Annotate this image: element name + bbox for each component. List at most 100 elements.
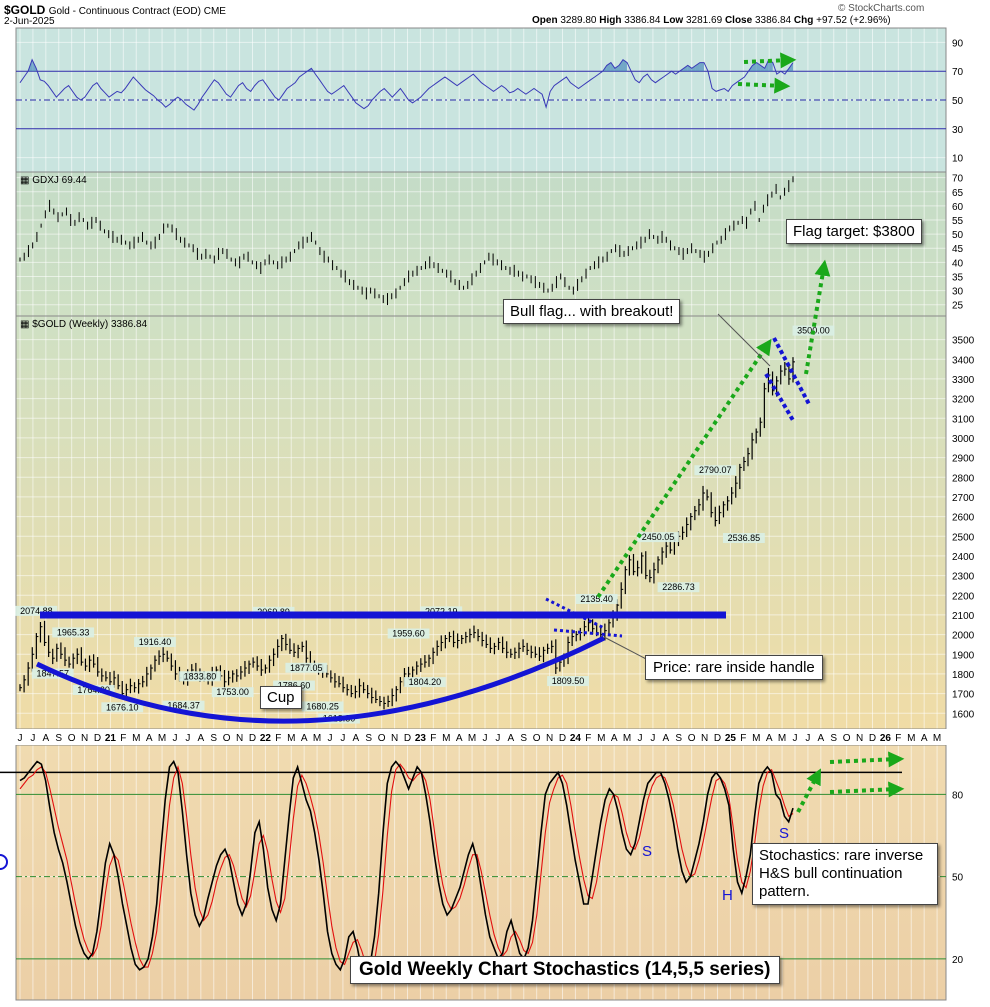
price-data-label: 1804.20 — [409, 677, 442, 687]
price-label-bg — [694, 465, 737, 476]
y-tick-label: 2500 — [952, 532, 975, 543]
x-tick-label: A — [42, 733, 49, 744]
rsi-overbought-shade — [687, 65, 692, 72]
y-tick-label: 2900 — [952, 454, 975, 465]
x-tick-label: S — [55, 733, 62, 744]
y-tick-label: 65 — [952, 188, 964, 199]
x-tick-label: S — [830, 733, 837, 744]
ratio-legend: ▦ GDXJ 69.44 — [20, 175, 87, 186]
close-label: Close — [724, 15, 753, 26]
price-label-bg — [273, 680, 315, 691]
x-tick-label: N — [391, 733, 398, 744]
x-tick-label: D — [94, 733, 101, 744]
price-data-label: 1680.25 — [306, 701, 339, 711]
x-tick-label: A — [197, 733, 204, 744]
price-data-label: 2536.85 — [728, 533, 761, 543]
y-tick-label: 2200 — [952, 591, 975, 602]
price-data-label: 1676.10 — [106, 702, 139, 712]
rsi-overbought-shade — [756, 62, 761, 72]
y-tick-label: 60 — [952, 202, 964, 213]
price-data-label: 1965.33 — [57, 627, 90, 637]
price-label-bg — [52, 627, 95, 638]
x-tick-label: D — [249, 733, 256, 744]
x-tick-label: M — [752, 733, 760, 744]
cup-curve — [35, 635, 606, 724]
rsi-overbought-shade — [752, 62, 757, 72]
y-tick-label: 2600 — [952, 513, 975, 524]
chart-symbol: $GOLD Gold - Continuous Contract (EOD) C… — [4, 3, 226, 17]
x-tick-label: M — [933, 733, 941, 744]
x-tick-label: N — [856, 733, 863, 744]
price-label-bg — [387, 628, 430, 639]
stoch-arrow-upper — [829, 751, 905, 768]
y-tick-label: 70 — [952, 67, 964, 78]
x-tick-label: M — [442, 733, 450, 744]
ratio-panel-bg — [16, 172, 946, 316]
y-tick-label: 90 — [952, 38, 964, 49]
price-label-bg — [404, 677, 446, 688]
high-value: 3386.84 — [624, 15, 661, 26]
flag-top-line — [772, 337, 812, 407]
x-tick-label: O — [223, 733, 231, 744]
price-data-label: 1684.37 — [167, 701, 200, 711]
ohlc-readout: Open 3289.80 High 3386.84 Low 3281.69 Cl… — [532, 15, 891, 26]
hs-right-shoulder: S — [779, 825, 789, 842]
rsi-overbought-shade — [606, 62, 611, 72]
y-tick-label: 2700 — [952, 493, 975, 504]
handle-bottom-line — [553, 628, 623, 638]
symbol-text: $GOLD — [4, 3, 46, 17]
hs-head: H — [722, 887, 733, 904]
x-tick-label: J — [495, 733, 500, 744]
price-label-bg — [420, 606, 463, 617]
price-label-bg — [792, 325, 835, 336]
symbol-description: Gold - Continuous Contract (EOD) CME — [49, 6, 226, 17]
x-tick-label: F — [430, 733, 436, 744]
x-tick-label: A — [507, 733, 514, 744]
chg-value: +97.52 (+2.96%) — [816, 15, 891, 26]
x-tick-label: F — [585, 733, 591, 744]
price-data-label: 2072.19 — [425, 606, 458, 616]
y-tick-label: 3500 — [952, 336, 975, 347]
price-label-bg — [162, 700, 205, 711]
handle-top-line — [545, 597, 605, 630]
x-axis-strip — [0, 729, 990, 745]
handle-pointer — [603, 636, 651, 662]
price-data-label: 2790.07 — [699, 465, 732, 475]
x-tick-label: J — [650, 733, 655, 744]
price-data-label: 2135.40 — [580, 594, 613, 604]
price-label-bg — [285, 662, 328, 673]
chart-date: 2-Jun-2025 — [4, 16, 55, 27]
price-data-label: 1916.40 — [139, 637, 172, 647]
y-tick-label: 2000 — [952, 631, 975, 642]
price-label-bg — [15, 605, 58, 616]
stoch-d-line — [19, 763, 794, 974]
price-label-bg — [637, 532, 679, 543]
x-tick-label: O — [843, 733, 851, 744]
price-data-label: 2450.05 — [642, 532, 675, 542]
inside-handle-note: Price: rare inside handle — [645, 655, 823, 680]
x-tick-label: A — [766, 733, 773, 744]
price-label-bg — [211, 687, 254, 698]
x-tick-label: A — [817, 733, 824, 744]
x-tick-label: M — [158, 733, 166, 744]
open-label: Open — [532, 15, 558, 26]
low-value: 3281.69 — [686, 15, 723, 26]
price-legend: ▦ $GOLD (Weekly) 3386.84 — [20, 319, 148, 330]
x-tick-label: 26 — [880, 733, 892, 744]
x-tick-label: J — [638, 733, 643, 744]
x-tick-label: J — [18, 733, 23, 744]
x-tick-label: 25 — [725, 733, 737, 744]
x-tick-label: M — [132, 733, 140, 744]
edge-circle-marker — [0, 854, 8, 870]
y-tick-label: 30 — [952, 287, 964, 298]
x-tick-label: F — [275, 733, 281, 744]
price-data-label: 3500.00 — [797, 326, 830, 336]
stockcharts-credit: © StockCharts.com — [838, 3, 925, 14]
y-tick-label: 35 — [952, 272, 964, 283]
x-tick-label: J — [805, 733, 810, 744]
x-tick-label: M — [778, 733, 786, 744]
price-data-label: 1877.05 — [290, 663, 323, 673]
y-tick-label: 1800 — [952, 670, 975, 681]
y-tick-label: 25 — [952, 301, 964, 312]
